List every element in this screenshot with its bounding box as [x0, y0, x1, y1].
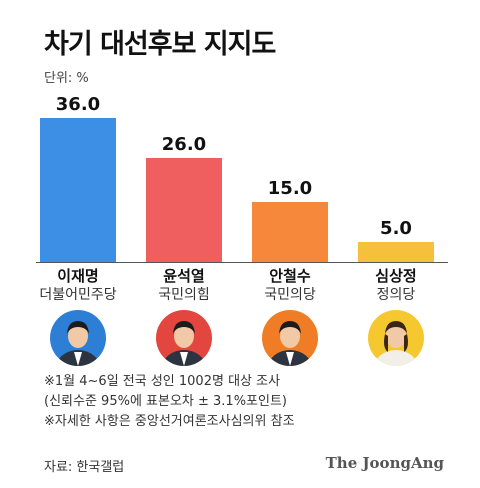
- party-name: 국민의당: [264, 287, 316, 303]
- value-label: 26.0: [162, 134, 206, 155]
- value-label: 36.0: [56, 94, 100, 115]
- bar-2: [146, 158, 222, 262]
- bar-chart: 36.0 26.0 15.0 5.0: [36, 94, 448, 263]
- unit-label: 단위: %: [44, 71, 89, 86]
- portrait-lee: [50, 310, 106, 366]
- note-line: ※자세한 사항은 중앙선거여론조사심의위 참조: [44, 414, 295, 429]
- portrait-yoon: [156, 310, 212, 366]
- party-name: 정의당: [376, 287, 416, 303]
- value-label: 15.0: [268, 178, 312, 199]
- bar-1: [40, 118, 116, 262]
- bar-3: [252, 202, 328, 262]
- survey-notes: ※1월 4~6일 전국 성인 1002명 대상 조사 (신뢰수준 95%에 표본…: [44, 372, 295, 432]
- candidate-name: 심상정: [375, 267, 417, 285]
- value-label: 5.0: [380, 218, 412, 239]
- portrait-ahn: [262, 310, 318, 366]
- party-name: 더불어민주당: [39, 287, 117, 303]
- bar-4: [358, 242, 434, 262]
- note-line: ※1월 4~6일 전국 성인 1002명 대상 조사: [44, 374, 281, 389]
- chart-title: 차기 대선후보 지지도: [44, 29, 276, 60]
- note-line: (신뢰수준 95%에 표본오차 ± 3.1%포인트): [44, 394, 288, 409]
- brand-logo: The JoongAng: [325, 454, 444, 472]
- portrait-sim: [368, 310, 424, 366]
- source-label: 자료: 한국갤럽: [44, 460, 125, 475]
- candidate-name: 이재명: [57, 267, 99, 285]
- candidate-name: 윤석열: [163, 267, 205, 285]
- party-name: 국민의힘: [158, 287, 210, 303]
- candidate-name: 안철수: [269, 267, 311, 285]
